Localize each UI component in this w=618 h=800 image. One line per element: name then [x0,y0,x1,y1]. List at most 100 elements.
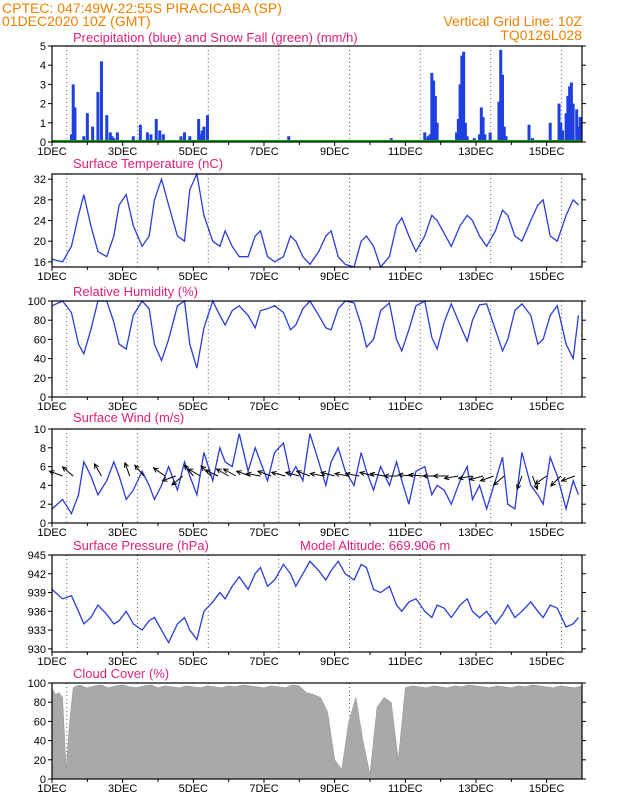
precip-bar [576,126,580,142]
panel-3 [48,428,586,527]
x-tick-label: 15DEC [529,527,565,539]
panel-title: Precipitation (blue) and Snow Fall (gree… [73,30,358,45]
precip-bar [69,134,73,142]
wind-arrow [432,473,448,479]
y-tick-label: 3 [40,79,46,91]
precip-bar [179,136,183,142]
precip-bar [430,72,434,142]
x-tick-label: 15DEC [529,271,565,283]
series-line [51,299,580,369]
series-line [51,433,580,516]
y-tick-label: 2 [40,499,46,511]
precip-bar [488,132,492,142]
wind-arrow [383,473,399,479]
wind-arrow [479,475,494,482]
y-tick-label: 20 [34,236,46,248]
panel-frame [51,300,583,398]
x-tick-label: 9DEC [320,146,349,158]
panel-frame [51,45,583,143]
precip-bar [145,132,149,142]
precip-bar [568,86,572,142]
wind-arrow [468,475,484,482]
wind-arrow [61,466,74,477]
precip-bar [557,103,561,142]
station-line: CPTEC: 047:49W-22:55S PIRACICABA (SP) [2,0,282,16]
wind-arrow [152,467,166,477]
x-tick-label: 15DEC [529,783,565,795]
panel-annotation: Model Altitude: 669.906 m [300,538,450,553]
x-tick-label: 11DEC [388,401,423,413]
precip-bar [566,95,570,142]
wind-arrow [407,472,424,478]
wind-arrow [295,470,311,477]
precip-bar [564,113,568,142]
series-line [51,171,579,269]
precip-bar [527,124,531,142]
precip-bar [456,118,460,142]
precip-bar [571,103,575,142]
precip-bar [71,84,75,142]
precip-bar [108,132,112,142]
wind-arrow [284,470,300,477]
precip-bar [501,74,504,142]
precip-bar [432,80,436,142]
panel-0 [48,45,586,146]
x-tick-label: 9DEC [320,271,349,283]
wind-arrow [215,468,229,477]
wind-arrow [369,471,385,477]
panel-1 [48,171,586,271]
panel-title: Cloud Cover (%) [73,666,169,681]
x-tick-label: 7DEC [249,146,278,158]
wind-arrow [344,471,360,477]
precip-bar [428,134,432,142]
wind-arrow [123,461,131,477]
precip-bar [200,130,204,142]
precip-bar [85,113,89,142]
y-tick-label: 28 [34,195,46,207]
x-tick-label: 5DEC [179,527,208,539]
wind-arrow [270,470,286,477]
x-tick-label: 11DEC [388,527,423,539]
y-tick-label: 80 [34,315,46,327]
precip-bar [578,117,582,142]
x-tick-label: 3DEC [108,271,137,283]
precip-bar [154,118,158,142]
y-tick-label: 5 [40,41,46,53]
x-tick-label: 13DEC [458,527,494,539]
precip-bar [183,132,186,142]
precip-bar [197,118,201,142]
wind-arrow [171,475,184,486]
precip-bar [465,136,469,142]
x-tick-label: 15DEC [529,146,565,158]
x-tick-label: 9DEC [320,527,349,539]
precip-bar [548,122,552,142]
wind-arrow [204,469,219,477]
x-tick-label: 3DEC [108,401,137,413]
wind-arrow [134,464,145,477]
x-tick-label: 7DEC [249,271,278,283]
x-tick-label: 15DEC [529,401,565,413]
precip-bar [462,51,466,143]
x-tick-label: 3DEC [108,527,137,539]
precip-bar [569,82,573,142]
y-tick-label: 0 [40,137,46,149]
wind-arrow [443,475,459,481]
x-tick-label: 11DEC [388,271,423,283]
x-tick-label: 5DEC [179,146,208,158]
precip-bar [460,55,464,142]
wind-arrow [93,462,102,477]
precip-bar [426,136,430,142]
x-tick-label: 5DEC [179,656,208,668]
y-tick-label: 2 [40,99,46,111]
series-line [51,560,579,645]
x-tick-label: 5DEC [179,271,208,283]
precip-bar [479,107,483,142]
precip-bar [105,115,109,142]
x-tick-label: 13DEC [458,783,494,795]
precip-bar [73,107,77,142]
precip-bar [483,134,487,142]
x-tick-label: 11DEC [388,783,423,795]
y-tick-label: 0 [40,774,46,786]
wind-arrow [457,475,473,481]
precip-bar [188,136,192,142]
